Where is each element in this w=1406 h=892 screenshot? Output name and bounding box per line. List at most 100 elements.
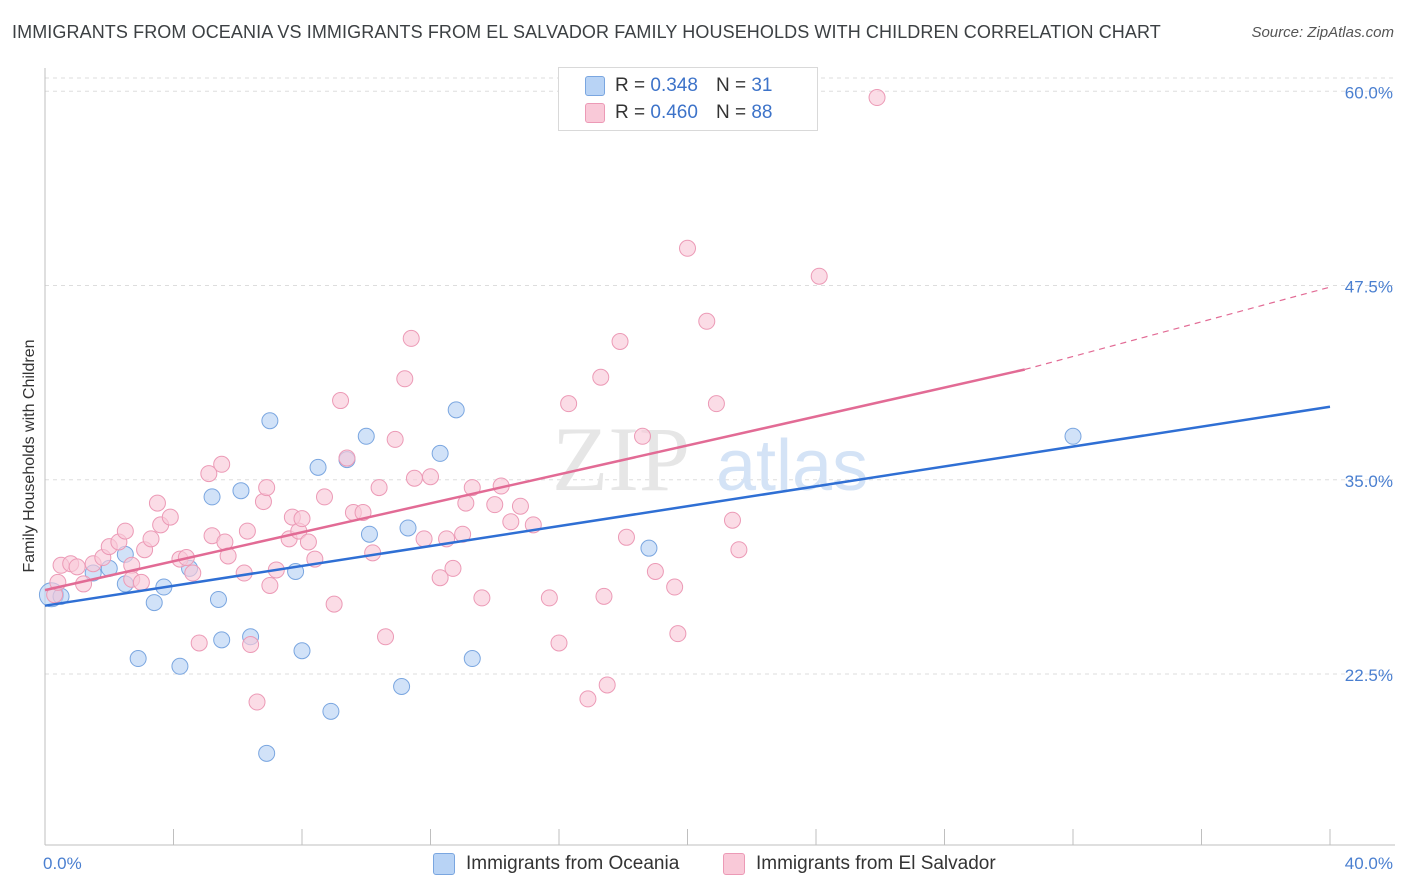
trend-lines: [44, 286, 1331, 607]
elsalvador-point: [405, 469, 423, 487]
legend-row-oceania: R = 0.348 N = 31: [585, 74, 772, 98]
elsalvador-point: [486, 496, 504, 514]
elsalvador-point: [669, 625, 687, 643]
elsalvador-point: [422, 468, 439, 486]
watermark-zip: ZIP: [552, 408, 690, 510]
oceania-point: [1064, 427, 1082, 445]
x-tick-label: 0.0%: [43, 854, 82, 873]
elsalvador-point: [148, 494, 166, 512]
elsalvador-point: [213, 455, 231, 473]
elsalvador-point: [550, 634, 568, 652]
elsalvador-point: [634, 427, 652, 445]
chart-title: IMMIGRANTS FROM OCEANIA VS IMMIGRANTS FR…: [12, 22, 1161, 42]
oceania-point: [258, 744, 276, 762]
elsalvador-point: [370, 479, 388, 497]
elsalvador-point: [611, 333, 629, 351]
elsalvador-point: [242, 636, 260, 654]
elsalvador-point: [617, 528, 635, 546]
elsalvador-point: [592, 368, 610, 386]
elsalvador-point: [463, 479, 481, 497]
elsalvador-point: [132, 573, 150, 591]
elsalvador-point: [377, 628, 395, 646]
oceania-point: [213, 631, 231, 649]
elsalvador-point: [261, 576, 279, 594]
elsalvador-point: [444, 559, 462, 577]
x-tick-label: 40.0%: [1345, 854, 1393, 873]
bottom-legend-elsalvador: Immigrants from El Salvador: [723, 851, 996, 877]
elsalvador-point: [248, 693, 266, 711]
elsalvador-point: [431, 569, 449, 587]
elsalvador-point: [338, 449, 356, 467]
oceania-point: [309, 458, 327, 476]
watermark: ZIP atlas: [552, 408, 868, 510]
elsalvador-point: [730, 541, 748, 559]
oceania-point: [640, 539, 658, 557]
legend-n-value-oceania: 31: [751, 75, 773, 96]
axes: [44, 68, 1395, 846]
elsalvador-trend-line: [44, 368, 1026, 592]
elsalvador-point: [293, 510, 311, 528]
oceania-point: [322, 702, 340, 720]
oceania-point: [203, 488, 221, 506]
oceania-point: [360, 525, 378, 543]
oceania-point: [209, 590, 227, 608]
legend-n-label: N =: [715, 102, 747, 123]
elsalvador-point: [190, 634, 208, 652]
elsalvador-point: [254, 493, 272, 511]
elsalvador-point: [868, 89, 886, 107]
legend-n-value-elsalvador: 88: [751, 102, 773, 123]
legend-r-label: R =: [615, 102, 646, 123]
chart-source: Source: ZipAtlas.com: [1251, 24, 1394, 41]
elsalvador-point: [723, 511, 741, 529]
watermark-atlas: atlas: [716, 426, 868, 506]
oceania-point: [357, 427, 375, 445]
oceania-point: [145, 594, 163, 612]
bottom-legend-swatch-elsalvador: [723, 853, 745, 875]
oceania-point: [232, 482, 250, 500]
y-tick-label: 60.0%: [1345, 83, 1393, 102]
oceania-point: [399, 519, 417, 537]
elsalvador-point: [238, 522, 256, 540]
y-tick-label: 35.0%: [1345, 472, 1393, 491]
elsalvador-point: [402, 329, 420, 347]
elsalvador-point: [258, 479, 276, 497]
elsalvador-point: [598, 676, 616, 694]
elsalvador-point: [810, 267, 828, 285]
elsalvador-point: [415, 530, 433, 548]
y-axis-label: Family Households with Children: [21, 340, 38, 573]
legend-r-value-elsalvador: 0.460: [650, 102, 698, 123]
elsalvador-point: [511, 497, 529, 515]
elsalvador-point: [579, 690, 597, 708]
elsalvador-point: [540, 589, 558, 607]
legend-swatch-oceania: [585, 76, 605, 96]
elsalvador-point: [116, 522, 134, 540]
y-tick-label: 22.5%: [1345, 666, 1393, 685]
oceania-point: [431, 444, 449, 462]
elsalvador-point: [142, 530, 160, 548]
elsalvador-point: [325, 595, 343, 613]
elsalvador-point: [200, 465, 218, 483]
bottom-legend-label-oceania: Immigrants from Oceania: [466, 853, 680, 874]
elsalvador-point: [560, 395, 578, 413]
legend-r-label: R =: [615, 75, 646, 96]
legend-row-elsalvador: R = 0.460 N = 88: [585, 101, 772, 125]
elsalvador-point: [386, 430, 404, 448]
elsalvador-point: [184, 564, 202, 582]
oceania-point: [261, 412, 279, 430]
elsalvador-point: [679, 239, 696, 257]
elsalvador-point: [315, 488, 333, 506]
elsalvador-point: [68, 558, 86, 576]
elsalvador-point: [473, 589, 491, 607]
y-tick-label: 47.5%: [1345, 278, 1393, 297]
elsalvador-point: [698, 312, 716, 330]
elsalvador-point: [595, 587, 613, 605]
elsalvador-point: [502, 513, 520, 531]
oceania-trend-line: [44, 405, 1331, 607]
bottom-legend-label-elsalvador: Immigrants from El Salvador: [756, 853, 996, 874]
oceania-point: [393, 677, 411, 695]
oceania-point: [463, 650, 481, 668]
elsalvador-point: [299, 533, 317, 551]
elsalvador-point: [646, 562, 664, 580]
bottom-legend-oceania: Immigrants from Oceania: [433, 851, 679, 877]
